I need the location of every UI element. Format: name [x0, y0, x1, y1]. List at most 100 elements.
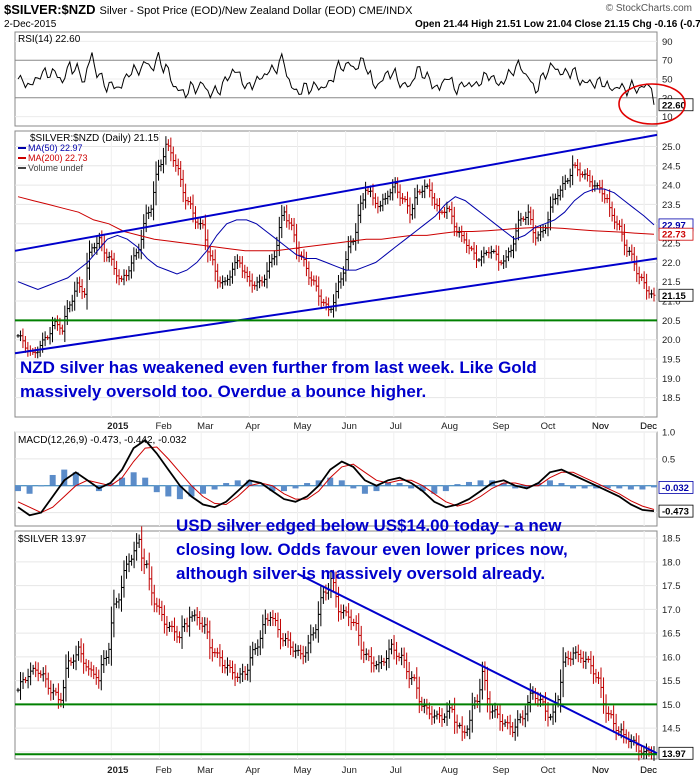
- price-tag-1-box: [658, 227, 694, 241]
- silver-usd-panel: 18.518.017.517.016.516.015.515.014.514.0…: [14, 516, 694, 776]
- x-label-jun: Jun: [342, 421, 357, 432]
- y-tick-label: 0.5: [662, 454, 675, 465]
- macd-histogram-bar: [396, 483, 403, 486]
- macd-histogram-bar: [107, 483, 114, 486]
- silver-usd-annotation-line2: closing low. Odds favour even lower pric…: [176, 540, 568, 559]
- macd-histogram-bar: [651, 485, 657, 488]
- y-tick-label: 23.5: [662, 200, 681, 211]
- x-label-sep: Sep: [493, 421, 510, 432]
- macd-histogram-bar: [454, 484, 461, 486]
- macd-histogram-bar: [26, 485, 33, 494]
- rsi-last-value: 22.60: [662, 100, 686, 111]
- price-panel: 25.024.524.023.523.022.522.021.521.020.5…: [14, 130, 694, 432]
- y-tick-label: 19.5: [662, 355, 681, 366]
- price-title: $SILVER:$NZD (Daily) 21.15: [30, 133, 159, 144]
- legend-entry: MA(50) 22.97: [28, 143, 83, 153]
- macd-histogram-bar: [523, 485, 530, 489]
- macd-tag-1: -0.473: [662, 507, 689, 518]
- silver-usd-trendlines: [15, 572, 658, 756]
- x-label-dec: Dec: [640, 421, 657, 432]
- y-tick-label: 1.0: [662, 428, 675, 439]
- y-tick-label: 18.0: [662, 557, 681, 568]
- price-annotation-line1: NZD silver has weakened even further fro…: [20, 358, 537, 377]
- macd-histogram-bar: [165, 485, 172, 497]
- x-label-nov: Nov: [592, 421, 609, 432]
- macd-histogram-bar: [512, 485, 519, 489]
- macd-histogram-bar: [84, 485, 91, 487]
- rsi-line: [17, 52, 655, 105]
- macd-histogram-bar: [246, 480, 253, 486]
- y-tick-label: 50: [662, 75, 673, 86]
- macd-histogram-bar: [49, 474, 56, 486]
- macd-histogram-bar: [61, 469, 68, 486]
- y-tick-label: 14.5: [662, 724, 681, 735]
- silver-usd-title: $SILVER 13.97: [18, 534, 87, 545]
- price-tag-1: 22.73: [662, 230, 686, 241]
- y-tick-label: 21.5: [662, 277, 681, 288]
- upper-channel-trendline: [14, 133, 658, 252]
- macd-histogram-bar: [38, 485, 45, 487]
- y-tick-label: 25.0: [662, 142, 681, 153]
- macd-title: MACD(12,26,9) -0.473, -0.442, -0.032: [18, 435, 187, 446]
- macd-histogram-bar: [223, 483, 230, 486]
- x-label-feb: Feb: [155, 765, 171, 776]
- macd-histogram-bar: [200, 485, 207, 494]
- y-tick-label: 15.0: [662, 700, 681, 711]
- macd-histogram-bar: [442, 485, 449, 492]
- rsi-highlight-circle: [618, 83, 686, 125]
- macd-last-value-tags: -0.032 -0.473: [658, 481, 694, 518]
- x-label-sep: Sep: [493, 765, 510, 776]
- macd-histogram-bar: [546, 480, 553, 486]
- macd-histogram-bar: [234, 480, 241, 486]
- x-label-mar: Mar: [197, 421, 213, 432]
- price-tag-2: 21.15: [662, 291, 686, 302]
- macd-tag-0: -0.032: [662, 483, 689, 494]
- macd-histogram-bar: [500, 483, 507, 486]
- macd-histogram-bar: [373, 485, 380, 492]
- y-tick-label: 20.5: [662, 316, 681, 327]
- x-label-aug: Aug: [441, 765, 458, 776]
- macd-histogram-bar: [419, 485, 426, 492]
- y-tick-label: 17.5: [662, 581, 681, 592]
- y-tick-label: 21.0: [662, 297, 681, 308]
- price-trendlines: [14, 133, 658, 355]
- macd-histogram-bar: [361, 485, 368, 494]
- silver-usd-tag-0: 13.97: [662, 749, 686, 760]
- stockcharts-watermark: © StockCharts.com: [605, 3, 692, 14]
- legend-entry: Volume undef: [28, 163, 84, 173]
- x-label-aug: Aug: [441, 421, 458, 432]
- x-label-dec: Dec: [640, 421, 657, 432]
- silver-usd-tag-0-box: [658, 746, 694, 760]
- macd-histogram-bar: [188, 485, 195, 497]
- x-label-dec: Dec: [640, 765, 657, 776]
- macd-panel: 1.00.50.0-0.5 -0.032-0.473 MACD(12,26,9)…: [14, 428, 694, 527]
- x-label-jul: Jul: [390, 421, 402, 432]
- macd-histogram-bar: [72, 472, 79, 486]
- macd-histogram-bar: [153, 485, 160, 493]
- x-label-2015: 2015: [107, 421, 129, 432]
- silver-usd-gridlines: [15, 531, 657, 759]
- symbol-description: Silver - Spot Price (EOD)/New Zealand Do…: [99, 5, 413, 17]
- silver-usd-last-value-tags: 13.97: [658, 746, 694, 760]
- rsi-gridlines: [15, 40, 657, 118]
- macd-histogram-bar: [119, 477, 126, 486]
- macd-histogram: [15, 469, 657, 500]
- ohlc-summary: Open 21.44 High 21.51 Low 21.04 Close 21…: [415, 19, 700, 30]
- x-label-mar: Mar: [197, 765, 213, 776]
- downtrend-trendline: [297, 572, 658, 755]
- macd-signal-line: [17, 446, 655, 514]
- macd-histogram-bar: [350, 485, 357, 489]
- silver-usd-annotation-line1: USD silver edged below US$14.00 today - …: [176, 516, 562, 535]
- silver-usd-panel-frame: [14, 530, 658, 760]
- y-tick-label: 17.0: [662, 605, 681, 616]
- y-tick-label: 22.5: [662, 239, 681, 250]
- chart-symbol-title: $SILVER:$NZD Silver - Spot Price (EOD)/Ne…: [4, 2, 412, 17]
- x-label-may: May: [293, 765, 311, 776]
- macd-histogram-bar: [315, 480, 322, 486]
- x-label-nov: Nov: [592, 765, 609, 776]
- y-tick-label: 24.5: [662, 161, 681, 172]
- x-label-feb: Feb: [155, 421, 171, 432]
- macd-histogram-bar: [593, 485, 600, 489]
